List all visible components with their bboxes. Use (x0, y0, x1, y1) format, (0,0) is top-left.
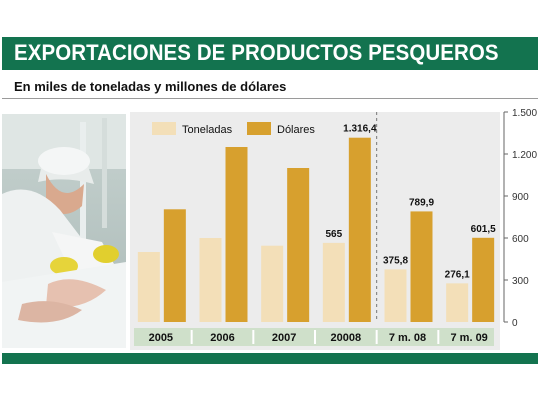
plot-background (130, 112, 500, 350)
bar-toneladas (199, 238, 222, 322)
legend-label: Dólares (277, 124, 315, 136)
x-tick-label: 2007 (272, 332, 296, 344)
bar-dolares (225, 147, 248, 322)
y-tick-label: 0 (512, 318, 518, 329)
y-tick-label: 1.200 (512, 150, 537, 161)
bar-dolares (348, 137, 371, 322)
legend-swatch-toneladas (152, 122, 176, 135)
legend-label: Toneladas (182, 124, 233, 136)
y-tick-label: 600 (512, 234, 529, 245)
data-label: 375,8 (383, 255, 408, 266)
bar-toneladas (446, 283, 469, 322)
bar-toneladas (137, 252, 160, 322)
chart-title: EXPORTACIONES DE PRODUCTOS PESQUEROS (14, 40, 499, 65)
data-label: 565 (325, 229, 342, 240)
data-label: 276,1 (445, 269, 470, 280)
subtitle-divider (2, 98, 538, 99)
bottom-bar (2, 353, 538, 364)
x-tick-label: 2006 (210, 332, 234, 344)
data-label: 789,9 (409, 197, 434, 208)
photo-illustration (2, 114, 126, 348)
x-tick-label: 7 m. 09 (451, 332, 488, 344)
legend-swatch-dolares (247, 122, 271, 135)
y-tick-label: 300 (512, 276, 529, 287)
fish-processing-worker-photo (2, 114, 126, 348)
chart-subtitle: En miles de toneladas y millones de dóla… (14, 79, 287, 94)
title-bar: EXPORTACIONES DE PRODUCTOS PESQUEROS (2, 37, 538, 70)
bar-dolares (410, 211, 433, 322)
bar-dolares (287, 168, 310, 322)
bar-dolares (163, 209, 186, 322)
x-tick-label: 2005 (149, 332, 173, 344)
bar-toneladas (261, 245, 284, 322)
x-tick-label: 20008 (331, 332, 362, 344)
bar-toneladas (322, 242, 345, 322)
y-tick-label: 1.500 (512, 108, 537, 119)
x-tick-label: 7 m. 08 (389, 332, 426, 344)
data-label: 1.316,4 (343, 124, 377, 135)
bar-dolares (472, 237, 495, 322)
bar-toneladas (384, 269, 407, 322)
data-label: 601,5 (471, 224, 496, 235)
y-tick-label: 900 (512, 192, 529, 203)
